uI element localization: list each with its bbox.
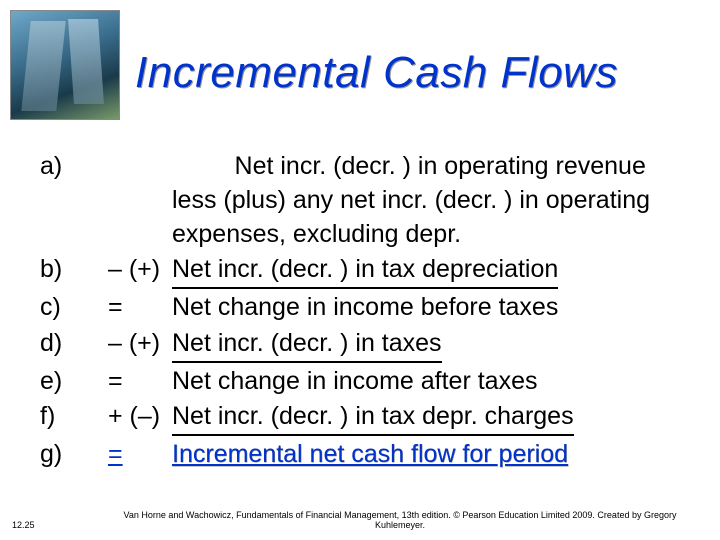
op-b: – (+) [108, 253, 172, 287]
text-e: Net change in income after taxes [172, 365, 690, 399]
text-f: Net incr. (decr. ) in tax depr. charges [172, 400, 690, 436]
op-g-content: = [108, 440, 123, 468]
row-c: c) = Net change in income before taxes [40, 291, 690, 325]
label-d: d) [40, 327, 108, 361]
row-d: d) – (+) Net incr. (decr. ) in taxes [40, 327, 690, 363]
op-d: – (+) [108, 327, 172, 361]
op-c: = [108, 291, 172, 325]
row-a: a) Net incr. (decr. ) in operating reven… [40, 150, 690, 251]
op-g: = [108, 438, 172, 472]
text-a: Net incr. (decr. ) in operating revenue … [172, 150, 690, 251]
slide-title: Incremental Cash Flows [135, 48, 700, 98]
op-f: + (–) [108, 400, 172, 434]
label-b: b) [40, 253, 108, 287]
decorative-image [10, 10, 120, 120]
row-f: f) + (–) Net incr. (decr. ) in tax depr.… [40, 400, 690, 436]
text-b-content: Net incr. (decr. ) in tax depreciation [172, 253, 558, 289]
row-e: e) = Net change in income after taxes [40, 365, 690, 399]
text-d: Net incr. (decr. ) in taxes [172, 327, 690, 363]
text-f-content: Net incr. (decr. ) in tax depr. charges [172, 400, 574, 436]
text-g-content: Incremental net cash flow for period [172, 440, 568, 468]
text-a-content: Net incr. (decr. ) in operating revenue … [172, 152, 650, 248]
text-g: Incremental net cash flow for period [172, 438, 690, 472]
slide-number: 12.25 [12, 520, 35, 530]
row-b: b) – (+) Net incr. (decr. ) in tax depre… [40, 253, 690, 289]
row-g: g) = Incremental net cash flow for perio… [40, 438, 690, 472]
label-a: a) [40, 150, 108, 184]
credit-line: Van Horne and Wachowicz, Fundamentals of… [100, 510, 700, 530]
text-c: Net change in income before taxes [172, 291, 690, 325]
label-f: f) [40, 400, 108, 434]
label-c: c) [40, 291, 108, 325]
op-e: = [108, 365, 172, 399]
text-b: Net incr. (decr. ) in tax depreciation [172, 253, 690, 289]
text-d-content: Net incr. (decr. ) in taxes [172, 327, 442, 363]
label-g: g) [40, 438, 108, 472]
content-area: a) Net incr. (decr. ) in operating reven… [40, 150, 690, 474]
label-e: e) [40, 365, 108, 399]
